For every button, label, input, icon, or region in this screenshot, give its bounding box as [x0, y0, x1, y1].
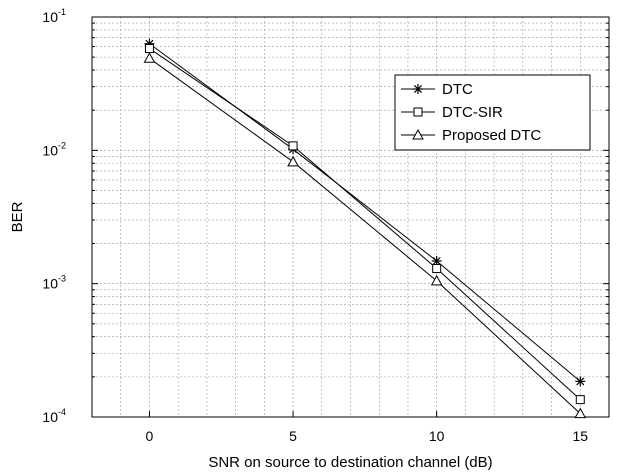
x-tick-label: 0 [146, 428, 154, 444]
x-tick-label: 5 [289, 428, 297, 444]
series-dtc-sir [144, 44, 585, 405]
y-tick-base: 10 [42, 142, 58, 158]
plot-frame [91, 16, 610, 418]
legend-marker [413, 107, 423, 117]
y-tick-label: 10-3 [42, 274, 66, 292]
legend-marker [412, 128, 424, 140]
series-line [149, 48, 581, 400]
data-point [575, 395, 585, 405]
series-proposed-dtc [143, 52, 587, 419]
y-tick-exponent: -4 [58, 407, 66, 417]
data-point [575, 376, 586, 387]
y-tick-label: 10-2 [42, 140, 66, 158]
data-point [287, 155, 299, 167]
y-axis-label: BER [9, 201, 26, 232]
series-line [149, 57, 581, 414]
legend-entry: DTC [401, 81, 473, 98]
legend-entry: DTC-SIR [401, 104, 503, 121]
legend-label: DTC [442, 81, 473, 98]
legend-label: Proposed DTC [442, 127, 541, 144]
series-lines [143, 38, 587, 419]
data-point [143, 52, 156, 63]
x-tick-label: 10 [429, 428, 445, 444]
legend: DTC DTC-SIR Proposed DTC [394, 74, 591, 151]
x-tick-label: 15 [572, 428, 588, 444]
y-tick-base: 10 [42, 276, 58, 292]
y-tick-label: 10-1 [42, 7, 66, 25]
series-line [149, 43, 581, 382]
data-point [574, 407, 587, 419]
data-point [288, 141, 298, 151]
y-tick-base: 10 [42, 9, 58, 25]
legend-label: DTC-SIR [442, 104, 503, 121]
marker-stroke [413, 84, 423, 94]
data-point [432, 263, 442, 273]
marker-stroke [432, 256, 441, 265]
y-tick-exponent: -3 [58, 274, 66, 284]
legend-entry: Proposed DTC [401, 127, 541, 144]
x-axis-label: SNR on source to destination channel (dB… [208, 454, 492, 471]
legend-marker [413, 84, 423, 94]
y-tick-label: 10-4 [42, 407, 66, 425]
marker-stroke [576, 377, 585, 386]
y-tick-base: 10 [42, 409, 58, 425]
data-point [430, 274, 443, 286]
data-point [144, 44, 154, 54]
y-tick-exponent: -1 [58, 7, 66, 17]
y-tick-exponent: -2 [58, 140, 66, 150]
